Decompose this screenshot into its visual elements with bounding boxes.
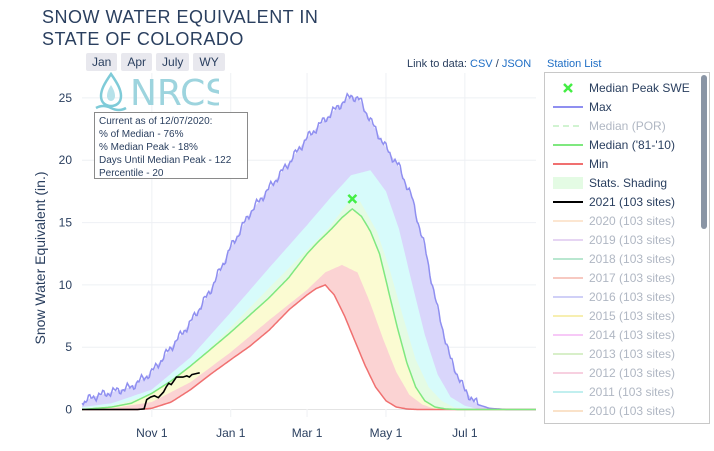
- legend-label: Median (POR): [589, 119, 666, 133]
- legend-label: Max: [589, 100, 612, 114]
- legend-symbol: [553, 106, 583, 108]
- legend-label: 2016 (103 sites): [589, 290, 676, 304]
- y-tick-label: 15: [59, 216, 73, 230]
- x-tick-label: Mar 1: [292, 426, 323, 440]
- legend-label: 2018 (103 sites): [589, 252, 676, 266]
- series-line-2021: [82, 372, 200, 411]
- legend-symbol: [553, 201, 583, 203]
- range-button-wy[interactable]: WY: [193, 53, 225, 71]
- legend-item[interactable]: Max: [551, 98, 612, 116]
- range-buttons: Jan Apr July WY: [86, 53, 225, 71]
- nrcs-logo: NRCS: [95, 72, 219, 114]
- legend-item[interactable]: 2017 (103 sites): [551, 269, 675, 287]
- y-tick-label: 25: [59, 91, 73, 105]
- logo-wordmark: NRCS: [130, 73, 219, 114]
- y-tick-label: 0: [65, 403, 72, 417]
- y-tick-label: 5: [65, 340, 72, 354]
- legend-label: 2020 (103 sites): [589, 214, 676, 228]
- info-days-until-peak: Days Until Median Peak - 122: [99, 155, 232, 166]
- legend-item[interactable]: 2021 (103 sites): [551, 193, 675, 211]
- legend-symbol: [563, 83, 573, 93]
- legend-symbol: [553, 334, 583, 336]
- legend-label: Min: [589, 157, 609, 171]
- legend-item[interactable]: 2020 (103 sites): [551, 212, 675, 230]
- current-status-box: Current as of 12/07/2020: % of Median - …: [94, 112, 248, 179]
- legend-symbol: [553, 144, 583, 146]
- y-axis-label: Snow Water Equivalent (in.): [32, 172, 48, 345]
- page-title: SNOW WATER EQUIVALENT IN STATE OF COLORA…: [42, 6, 382, 50]
- legend-label: Stats. Shading: [589, 176, 668, 190]
- legend-item[interactable]: 2016 (103 sites): [551, 288, 675, 306]
- info-percentile: Percentile - 20: [99, 168, 164, 179]
- legend-label: 2010 (103 sites): [589, 404, 676, 418]
- json-link[interactable]: JSON: [501, 58, 532, 70]
- title-line-2: STATE OF COLORADO: [42, 29, 244, 49]
- data-links: Link to data: CSV / JSON: [407, 58, 531, 70]
- csv-link[interactable]: CSV: [470, 58, 493, 70]
- x-tick-label: Jul 1: [452, 426, 478, 440]
- chart-series-lines: [81, 92, 536, 411]
- chart-axes: 0 5 10 15 20 25 Nov 1 Jan 1 Mar 1 May 1 Jul 1: [59, 91, 478, 440]
- legend-label: 2011 (103 sites): [589, 385, 675, 399]
- station-list-link[interactable]: Station List: [547, 58, 602, 70]
- legend-symbol: [553, 220, 583, 222]
- legend-item[interactable]: 2013 (103 sites): [551, 345, 675, 363]
- legend-item[interactable]: 2014 (103 sites): [551, 326, 675, 344]
- link-prefix: Link to data:: [407, 58, 467, 70]
- legend-item[interactable]: 2015 (103 sites): [551, 307, 675, 325]
- legend-item[interactable]: 2019 (103 sites): [551, 231, 675, 249]
- legend-label: 2014 (103 sites): [589, 328, 676, 342]
- legend-symbol: [553, 258, 583, 260]
- legend-symbol: [553, 372, 583, 374]
- legend-symbol: [553, 277, 583, 279]
- legend-symbol: [553, 353, 583, 355]
- info-percent-median: % of Median - 76%: [99, 129, 184, 140]
- legend-label: 2012 (103 sites): [589, 366, 676, 380]
- x-tick-label: Jan 1: [216, 426, 246, 440]
- link-separator: /: [495, 58, 499, 70]
- range-button-apr[interactable]: Apr: [121, 53, 153, 71]
- info-percent-median-peak: % Median Peak - 18%: [99, 142, 198, 153]
- legend-item[interactable]: 2012 (103 sites): [551, 364, 675, 382]
- legend-scrollbar[interactable]: [701, 75, 707, 229]
- range-button-jan[interactable]: Jan: [86, 53, 118, 71]
- chart-legend[interactable]: Median Peak SWE Max Median (POR) Median ('8…: [544, 72, 710, 424]
- legend-item[interactable]: 2010 (103 sites): [551, 402, 675, 420]
- series-line-max: [81, 92, 536, 411]
- legend-symbol: [553, 163, 583, 165]
- legend-label: 2017 (103 sites): [589, 271, 676, 285]
- median-peak-swe-marker: [347, 194, 358, 204]
- legend-symbol: [553, 315, 583, 317]
- legend-label: 2013 (103 sites): [589, 347, 676, 361]
- legend-symbol: [553, 410, 583, 412]
- legend-label: Median Peak SWE: [589, 81, 690, 95]
- legend-item[interactable]: Min: [551, 155, 608, 173]
- range-button-july[interactable]: July: [156, 53, 190, 71]
- legend-label: 2019 (103 sites): [589, 233, 676, 247]
- legend-item[interactable]: Median ('81-'10): [551, 136, 675, 154]
- legend-item[interactable]: 2011 (103 sites): [551, 383, 674, 401]
- x-tick-label: Nov 1: [136, 426, 168, 440]
- legend-label: 2015 (103 sites): [589, 309, 676, 323]
- x-tick-label: May 1: [370, 426, 403, 440]
- y-tick-label: 20: [59, 153, 73, 167]
- legend-label: Median ('81-'10): [589, 138, 675, 152]
- water-drop-icon: [95, 72, 127, 112]
- legend-symbol: [553, 296, 583, 298]
- legend-symbol: [553, 125, 583, 127]
- band-min: [82, 284, 536, 410]
- legend-symbol: [553, 391, 583, 393]
- title-line-1: SNOW WATER EQUIVALENT IN: [42, 7, 319, 27]
- info-current-as-of: Current as of 12/07/2020:: [99, 116, 213, 127]
- legend-symbol: [553, 239, 583, 241]
- legend-symbol: [553, 177, 583, 189]
- legend-label: 2021 (103 sites): [589, 195, 676, 209]
- legend-item[interactable]: Stats. Shading: [551, 174, 667, 192]
- series-line-median-81-10-: [81, 207, 536, 411]
- legend-item[interactable]: Median Peak SWE: [551, 79, 690, 97]
- legend-item[interactable]: Median (POR): [551, 117, 666, 135]
- legend-item[interactable]: 2018 (103 sites): [551, 250, 675, 268]
- y-tick-label: 10: [59, 278, 73, 292]
